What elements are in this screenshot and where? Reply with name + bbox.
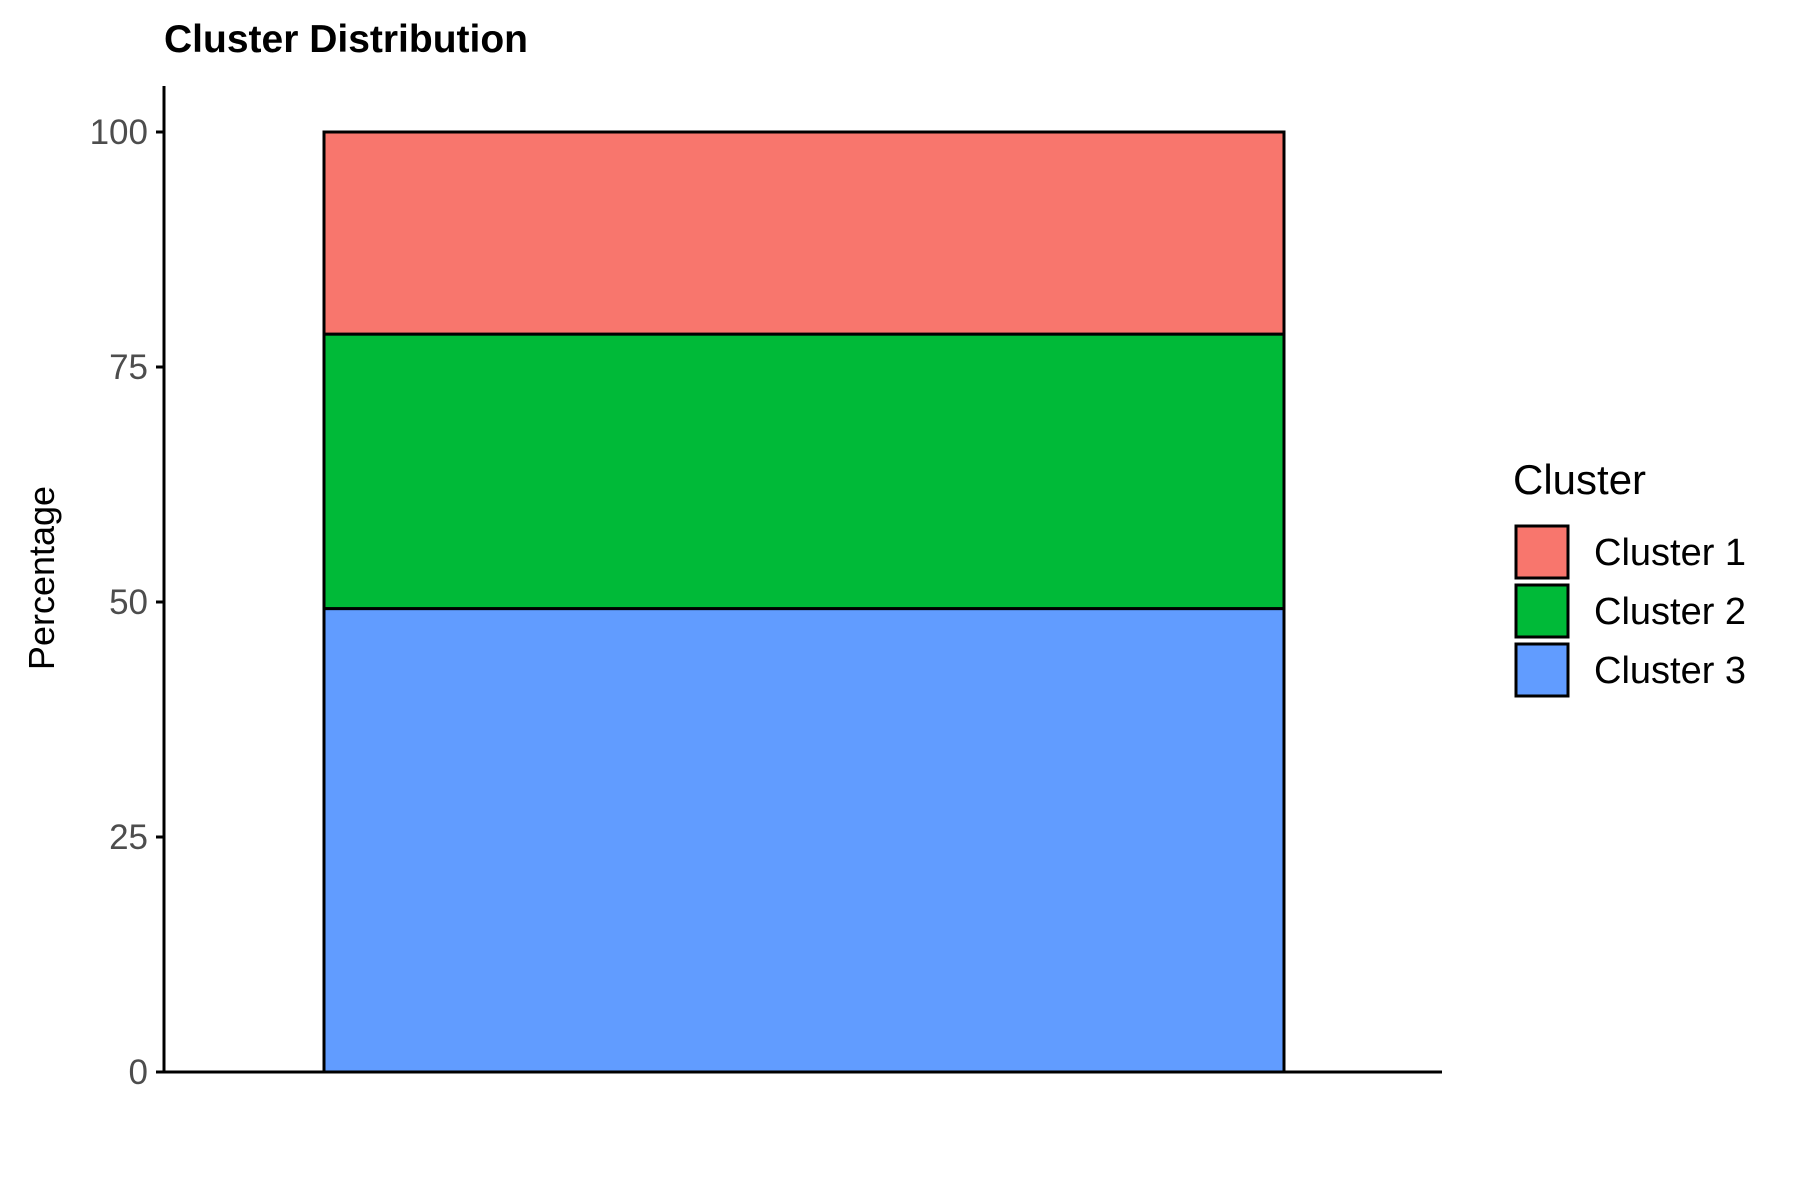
legend: Cluster Cluster 1 Cluster 2 Cluster 3 <box>1513 456 1746 698</box>
legend-label: Cluster 3 <box>1594 650 1746 692</box>
legend-key-cluster-3 <box>1514 642 1570 698</box>
bar-segment-cluster-1 <box>322 130 1286 336</box>
bar-stack <box>322 130 1286 1074</box>
y-axis-title: Percentage <box>21 486 62 670</box>
legend-label: Cluster 1 <box>1594 532 1746 574</box>
chart-title: Cluster Distribution <box>164 18 528 61</box>
legend-key-cluster-2 <box>1514 583 1570 639</box>
y-tick-label: 0 <box>129 1053 148 1092</box>
bar-segment-cluster-2 <box>322 332 1286 611</box>
legend-key-cluster-1 <box>1514 524 1570 580</box>
legend-label: Cluster 2 <box>1594 591 1746 633</box>
y-tick-label: 75 <box>109 348 148 387</box>
bar-segment-cluster-3 <box>322 607 1286 1074</box>
legend-title: Cluster <box>1513 456 1646 503</box>
y-tick-label: 100 <box>90 113 148 152</box>
y-tick-label: 25 <box>109 818 148 857</box>
y-tick-label: 50 <box>109 583 148 622</box>
y-axis: 0 25 50 75 100 <box>90 113 164 1092</box>
